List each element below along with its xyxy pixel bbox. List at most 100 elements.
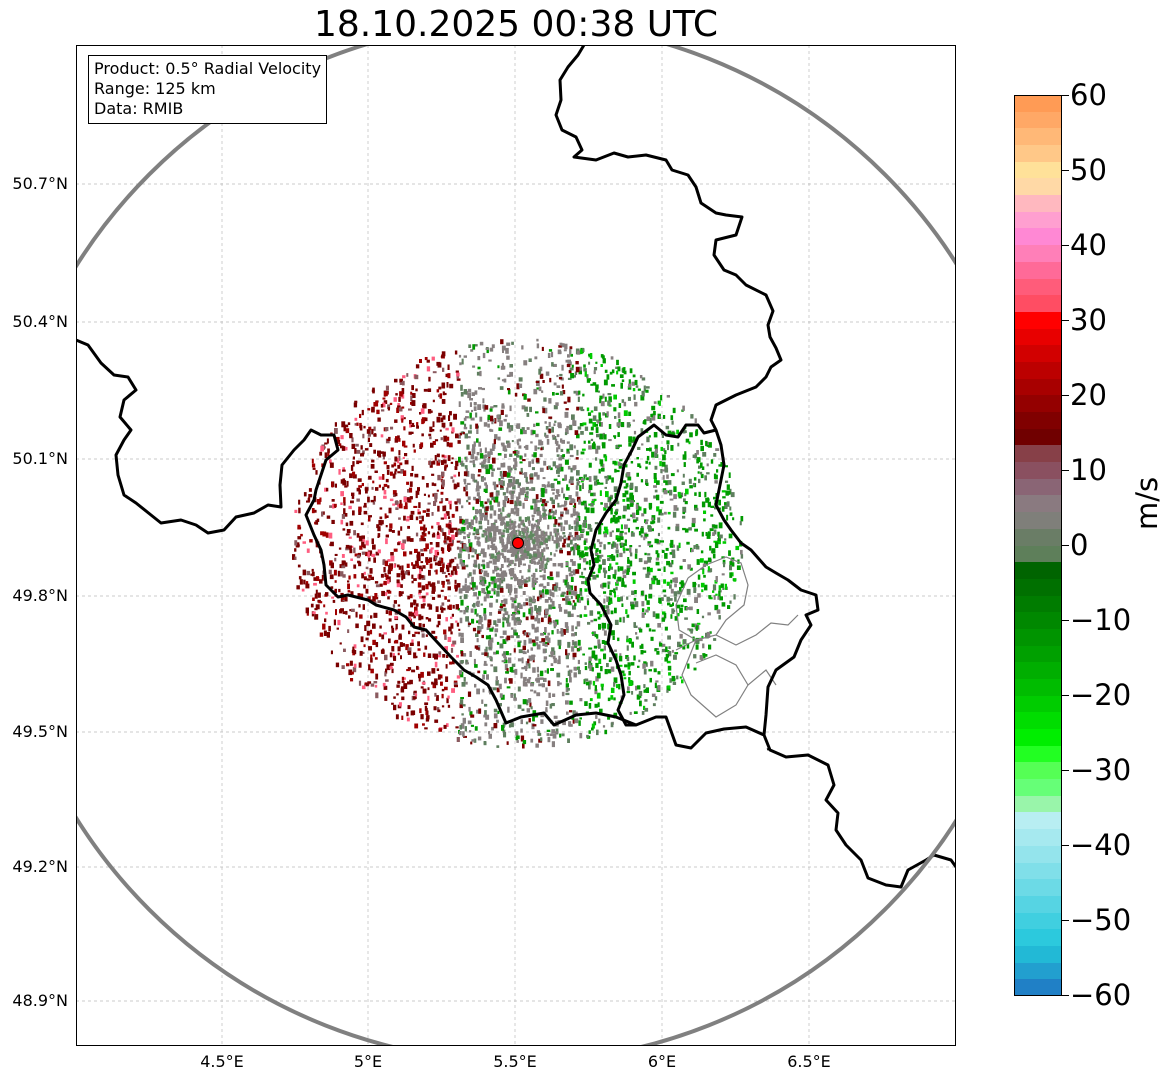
echo-pixel	[568, 524, 571, 530]
echo-pixel	[423, 652, 426, 657]
echo-pixel	[600, 683, 604, 687]
echo-pixel	[539, 498, 543, 503]
echo-pixel	[487, 526, 491, 532]
echo-pixel	[560, 448, 564, 452]
echo-pixel	[548, 614, 551, 618]
echo-pixel	[422, 510, 426, 513]
echo-pixel	[496, 745, 500, 748]
echo-pixel	[570, 547, 573, 552]
echo-pixel	[417, 509, 420, 512]
echo-pixel	[472, 344, 476, 350]
echo-pixel	[604, 669, 608, 675]
echo-pixel	[494, 555, 498, 561]
echo-pixel	[420, 408, 425, 414]
echo-pixel	[682, 428, 686, 434]
echo-pixel	[566, 448, 570, 453]
echo-pixel	[626, 638, 629, 643]
echo-pixel	[588, 503, 591, 506]
echo-pixel	[501, 362, 504, 368]
echo-pixel	[513, 511, 516, 515]
echo-pixel	[640, 650, 644, 655]
echo-pixel	[614, 649, 617, 652]
echo-pixel	[418, 623, 422, 628]
echo-pixel	[570, 353, 573, 357]
echo-pixel	[525, 476, 528, 483]
echo-pixel	[427, 409, 432, 414]
echo-pixel	[445, 676, 449, 682]
echo-pixel	[665, 425, 670, 430]
echo-pixel	[681, 679, 684, 684]
echo-pixel	[507, 538, 510, 545]
echo-pixel	[512, 527, 516, 532]
echo-pixel	[505, 671, 509, 674]
echo-pixel	[645, 521, 648, 525]
echo-pixel	[519, 570, 522, 574]
echo-pixel	[431, 590, 435, 594]
echo-pixel	[436, 489, 439, 492]
echo-pixel	[565, 686, 569, 693]
echo-pixel	[619, 552, 623, 558]
echo-pixel	[514, 594, 518, 599]
echo-pixel	[668, 672, 672, 676]
echo-pixel	[466, 482, 471, 485]
echo-pixel	[640, 479, 644, 483]
echo-pixel	[388, 528, 392, 532]
echo-pixel	[655, 648, 659, 651]
echo-pixel	[481, 533, 485, 538]
echo-pixel	[605, 478, 608, 484]
echo-pixel	[633, 711, 638, 714]
echo-pixel	[378, 455, 382, 458]
echo-pixel	[481, 652, 485, 655]
echo-pixel	[497, 377, 501, 380]
echo-pixel	[540, 632, 544, 636]
echo-pixel	[465, 681, 468, 685]
echo-pixel	[618, 655, 622, 661]
lat-label: 49.2°N	[12, 857, 68, 876]
echo-pixel	[413, 696, 417, 700]
echo-pixel	[489, 602, 493, 608]
echo-pixel	[677, 641, 681, 648]
echo-pixel	[673, 486, 677, 492]
echo-pixel	[411, 431, 414, 434]
echo-pixel	[706, 631, 711, 638]
echo-pixel	[351, 437, 354, 443]
echo-pixel	[617, 366, 621, 372]
echo-pixel	[439, 566, 444, 573]
echo-pixel	[407, 497, 410, 503]
echo-pixel	[521, 427, 525, 431]
echo-pixel	[605, 491, 609, 498]
echo-pixel	[363, 584, 366, 589]
echo-pixel	[499, 587, 504, 593]
echo-pixel	[357, 552, 361, 557]
echo-pixel	[535, 494, 539, 500]
echo-pixel	[353, 402, 358, 408]
echo-pixel	[474, 564, 478, 568]
echo-pixel	[449, 503, 452, 510]
echo-pixel	[413, 615, 416, 619]
echo-pixel	[654, 465, 658, 470]
echo-pixel	[599, 544, 602, 548]
echo-pixel	[315, 576, 319, 581]
echo-pixel	[536, 666, 539, 673]
echo-pixel	[469, 424, 472, 430]
echo-pixel	[603, 544, 606, 550]
echo-pixel	[457, 440, 461, 444]
echo-pixel	[417, 551, 421, 558]
echo-pixel	[556, 467, 561, 472]
echo-pixel	[524, 453, 527, 457]
echo-pixel	[393, 656, 396, 661]
echo-pixel	[673, 505, 678, 511]
echo-pixel	[407, 489, 410, 493]
echo-pixel	[443, 392, 447, 396]
echo-pixel	[599, 482, 604, 485]
echo-pixel	[687, 663, 690, 669]
echo-pixel	[457, 435, 461, 439]
echo-pixel	[454, 684, 458, 688]
echo-pixel	[524, 472, 528, 478]
echo-pixel	[420, 603, 425, 609]
echo-pixel	[536, 474, 540, 478]
echo-pixel	[631, 641, 634, 648]
echo-pixel	[630, 662, 635, 666]
echo-pixel	[493, 522, 496, 526]
echo-pixel	[559, 373, 563, 376]
